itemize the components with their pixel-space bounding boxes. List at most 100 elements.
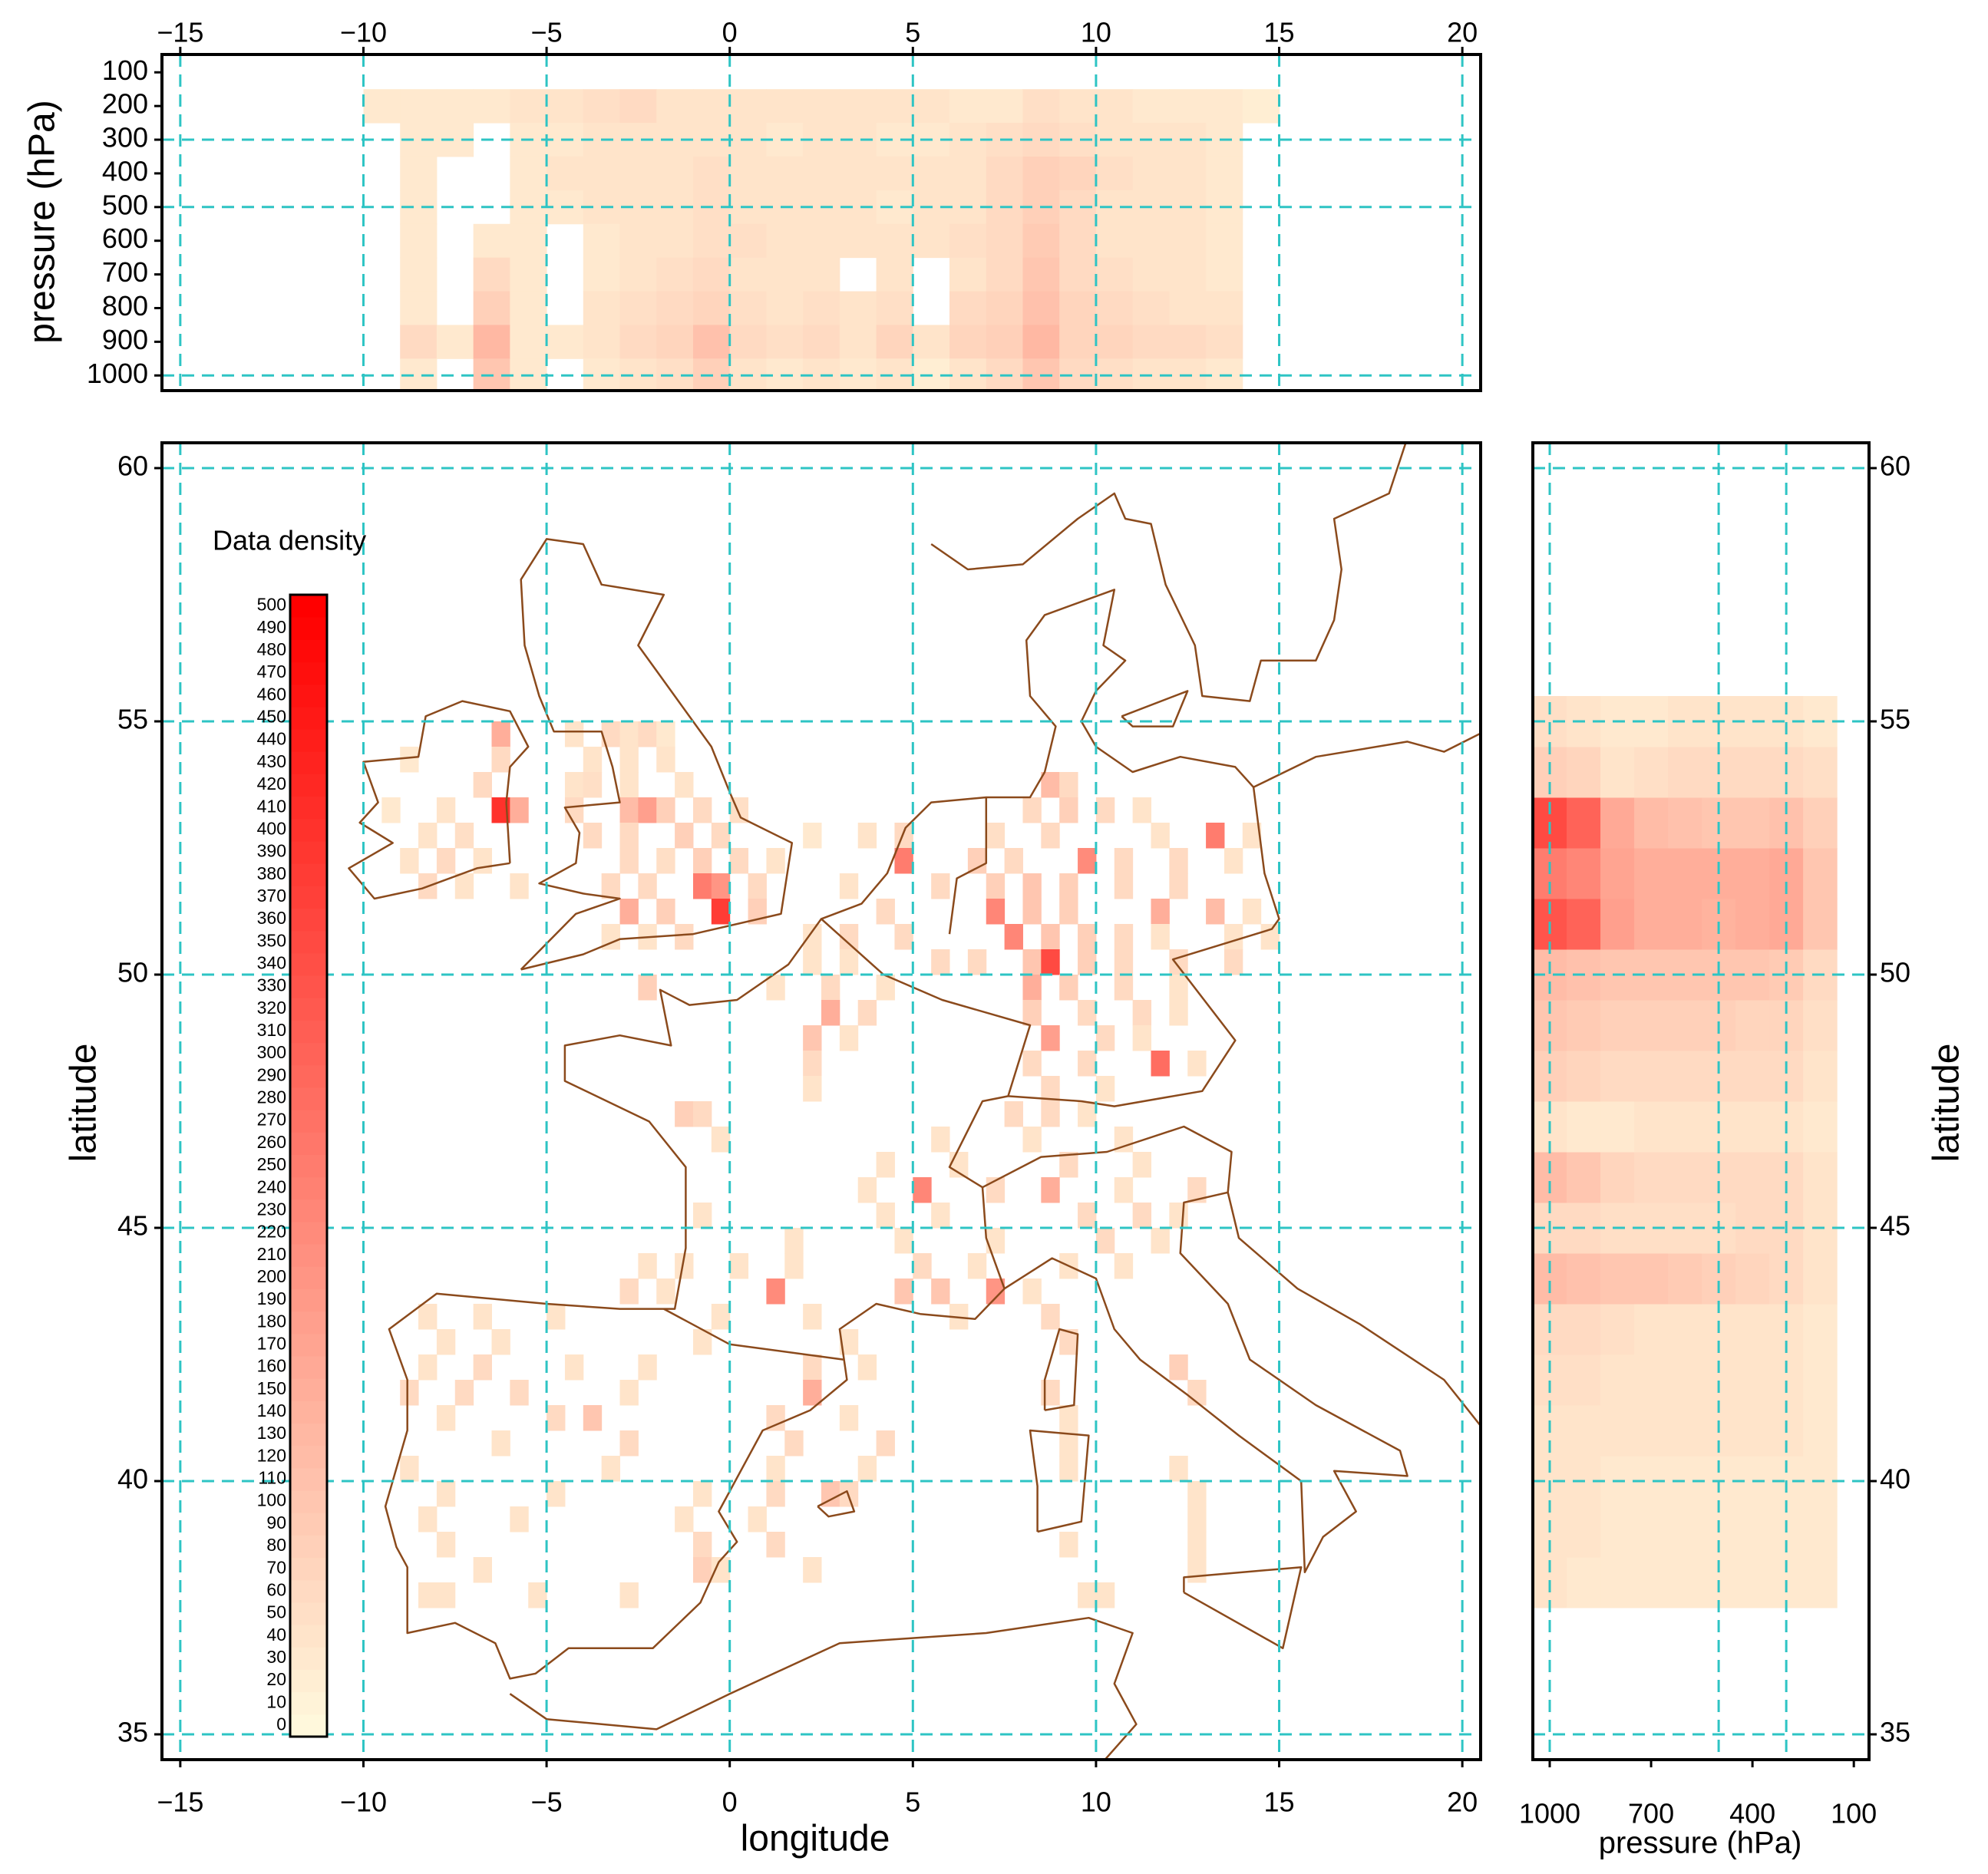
density-cell <box>1769 1253 1804 1305</box>
density-cell <box>1735 747 1770 798</box>
density-cell <box>857 1000 877 1026</box>
colorbar-band <box>290 975 327 998</box>
density-cell <box>437 224 474 258</box>
colorbar-band <box>290 1221 327 1245</box>
density-cell <box>1151 1228 1170 1254</box>
colorbar-band <box>290 1490 327 1513</box>
colorbar-tick-label: 250 <box>257 1154 286 1174</box>
density-cell <box>675 772 694 798</box>
density-cell <box>803 1304 822 1330</box>
density-cell <box>1634 1051 1669 1102</box>
colorbar-band <box>290 1199 327 1222</box>
density-cell <box>1242 89 1280 124</box>
density-cell <box>363 157 400 190</box>
density-cell <box>1803 797 1838 849</box>
density-cell <box>1567 1051 1601 1102</box>
density-cell <box>986 873 1006 899</box>
density-cell <box>363 89 401 124</box>
density-cell <box>1600 1253 1635 1305</box>
density-cell <box>1634 1557 1669 1608</box>
density-cell <box>692 1101 712 1127</box>
density-cell <box>656 797 675 823</box>
density-cell <box>729 223 767 259</box>
density-cell <box>619 223 657 259</box>
colorbar-band <box>290 1467 327 1491</box>
density-cell <box>1078 1000 1097 1026</box>
density-cell <box>1022 89 1060 124</box>
x-tick-label: 0 <box>722 17 738 48</box>
density-cell <box>1533 1253 1567 1305</box>
colorbar-band <box>290 1579 327 1603</box>
density-cell <box>418 1354 438 1381</box>
density-cell <box>1095 797 1115 823</box>
y-tick-label: 700 <box>102 256 148 288</box>
density-cell <box>638 1253 657 1279</box>
density-cell <box>821 975 840 1001</box>
colorbar-tick-label: 220 <box>257 1222 286 1242</box>
density-cell <box>1059 257 1097 292</box>
density-cell <box>803 1354 822 1381</box>
density-cell <box>619 899 639 925</box>
density-cell <box>437 157 474 190</box>
x-tick-label: 20 <box>1447 17 1478 48</box>
density-cell <box>1132 291 1170 325</box>
density-cell <box>766 89 804 124</box>
density-cell <box>1041 1076 1060 1102</box>
density-cell <box>1078 1582 1097 1608</box>
density-cell <box>913 1177 932 1203</box>
y-axis-title: latitude <box>64 1044 104 1163</box>
density-cell <box>619 257 657 292</box>
colorbar-tick-label: 450 <box>257 707 286 727</box>
density-cell <box>1169 1000 1188 1026</box>
density-cell <box>619 1278 639 1305</box>
density-cell <box>1132 223 1170 259</box>
density-cell <box>1567 1253 1601 1305</box>
density-cell <box>1803 1354 1838 1406</box>
density-cell <box>692 1532 712 1558</box>
x-tick-label: 1000 <box>1519 1798 1580 1829</box>
colorbar-tick-label: 30 <box>266 1647 286 1667</box>
density-cell <box>1169 1354 1188 1381</box>
density-cell <box>1169 156 1207 191</box>
density-cell <box>619 1430 639 1457</box>
density-cell <box>1735 1304 1770 1355</box>
density-cell <box>876 325 913 359</box>
density-cell <box>803 1076 822 1102</box>
colorbar-tick-label: 50 <box>266 1602 286 1622</box>
density-cell <box>1600 1304 1635 1355</box>
colorbar-band <box>290 1042 327 1066</box>
density-cell <box>638 721 657 747</box>
colorbar-tick-label: 210 <box>257 1244 286 1264</box>
density-cell <box>803 291 840 325</box>
density-cell <box>692 223 731 259</box>
density-cell <box>619 747 639 773</box>
density-cell <box>803 223 840 259</box>
density-cell <box>1769 1152 1804 1203</box>
density-cell <box>656 848 675 874</box>
density-cell <box>1041 1101 1060 1127</box>
density-cell <box>1078 924 1097 950</box>
density-cell <box>510 223 547 259</box>
density-cell <box>1169 223 1207 259</box>
density-cell <box>1567 1101 1601 1153</box>
density-cell <box>1151 1051 1170 1077</box>
density-cell <box>454 873 474 899</box>
density-cell <box>1243 292 1280 325</box>
density-cell <box>1059 975 1078 1001</box>
density-cell <box>1095 1076 1115 1102</box>
density-cell <box>1022 1127 1042 1153</box>
density-cell <box>583 291 621 325</box>
density-cell <box>986 899 1006 925</box>
density-cell <box>1022 797 1042 823</box>
density-cell <box>1567 1557 1601 1608</box>
x-axis-title: longitude <box>741 1819 890 1859</box>
density-cell <box>766 1456 785 1482</box>
colorbar-tick-label: 230 <box>257 1199 286 1219</box>
density-cell <box>1702 1051 1736 1102</box>
density-cell <box>1634 1354 1669 1406</box>
colorbar-tick-label: 390 <box>257 841 286 861</box>
density-cell <box>766 1278 785 1305</box>
annotation-layer: −15 −10 −5 0 5 10 15 20100200300400500600700800… <box>87 17 1910 1829</box>
density-cell <box>363 292 400 325</box>
colorbar-band <box>290 684 327 708</box>
